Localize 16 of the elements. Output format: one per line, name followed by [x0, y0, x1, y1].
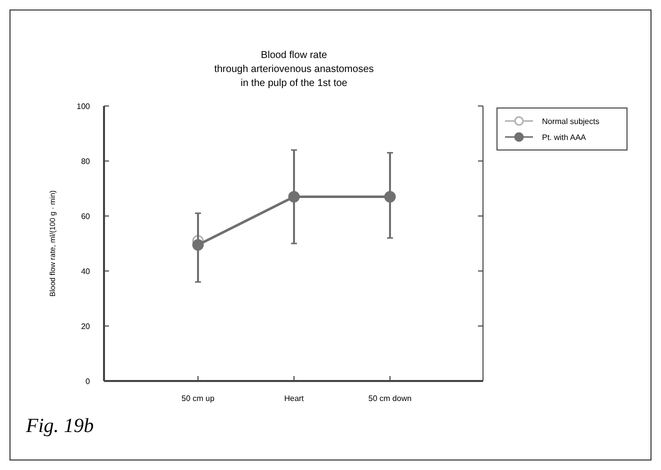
y-tick-label: 100: [76, 102, 91, 111]
chart-title: Blood flow rate through arteriovenous anastomoses in the pulp of the 1st toe: [214, 50, 374, 89]
legend-label: Pt. with AAA: [542, 133, 587, 142]
point: [288, 191, 300, 202]
y-tick-label: 40: [81, 267, 91, 276]
legend-label: Normal subjects: [542, 117, 600, 126]
x-tick-label: Heart: [284, 394, 305, 403]
y-tick-label: 60: [81, 212, 91, 221]
x-tick-label: 50 cm down: [368, 394, 412, 403]
point: [192, 239, 204, 251]
caption: Fig. 19b: [25, 415, 94, 437]
x-tick-label: 50 cm up: [182, 394, 216, 403]
point: [384, 191, 396, 202]
y-tick-label: 80: [81, 157, 91, 166]
y-tick-label: 20: [81, 322, 91, 331]
y-tick-label: 0: [86, 377, 91, 386]
